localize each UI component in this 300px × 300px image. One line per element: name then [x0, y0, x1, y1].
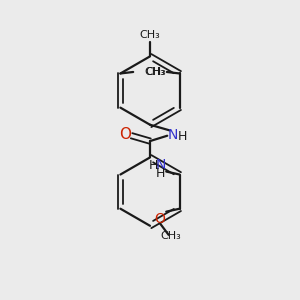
Text: O: O: [154, 212, 165, 226]
Text: H: H: [149, 158, 158, 172]
Text: O: O: [119, 127, 131, 142]
Text: H: H: [156, 167, 166, 180]
Text: CH₃: CH₃: [144, 67, 165, 77]
Text: CH₃: CH₃: [146, 67, 166, 77]
Text: H: H: [178, 130, 188, 143]
Text: CH₃: CH₃: [140, 30, 160, 40]
Text: CH₃: CH₃: [160, 231, 182, 241]
Text: N: N: [156, 158, 166, 172]
Text: N: N: [167, 128, 178, 142]
